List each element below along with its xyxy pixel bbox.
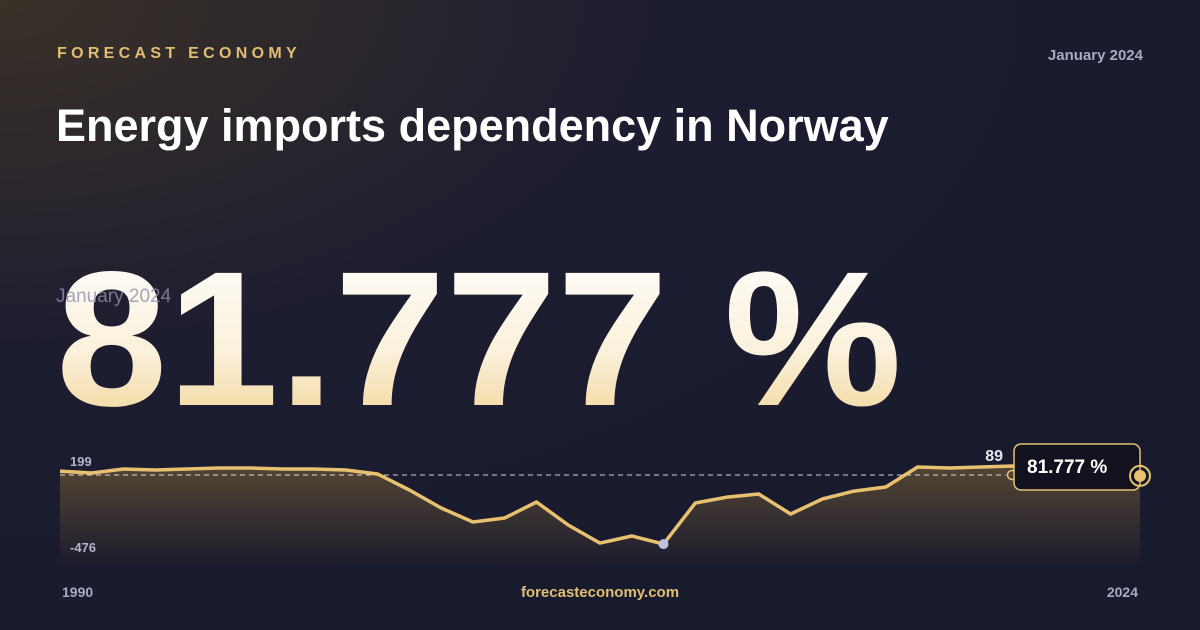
headline-value: 81.777 % — [56, 231, 902, 446]
title: Energy imports dependency in Norway — [56, 100, 889, 151]
line — [59, 464, 1141, 546]
x-tick-label: 2024 — [1107, 584, 1138, 600]
y-tick-label: 199 — [70, 454, 92, 469]
callout-box — [1013, 443, 1141, 491]
callout-label: 81.777 % — [1027, 457, 1107, 478]
x-tick-label: 1990 — [62, 584, 93, 600]
date: January 2024 — [1048, 47, 1144, 64]
brand: FORECAST ECONOMY — [57, 45, 301, 62]
y-tick-label: -476 — [70, 540, 96, 555]
last-marker — [1134, 469, 1146, 482]
chart: 89 81.777 % 199 -476 1990 2024 — [59, 443, 1151, 600]
reference-label: 89 — [985, 448, 1003, 465]
headline-period: January 2024 — [56, 286, 172, 307]
last-ring — [1129, 464, 1151, 487]
footer: forecasteconomy.com — [521, 584, 679, 601]
min-marker — [658, 539, 669, 550]
